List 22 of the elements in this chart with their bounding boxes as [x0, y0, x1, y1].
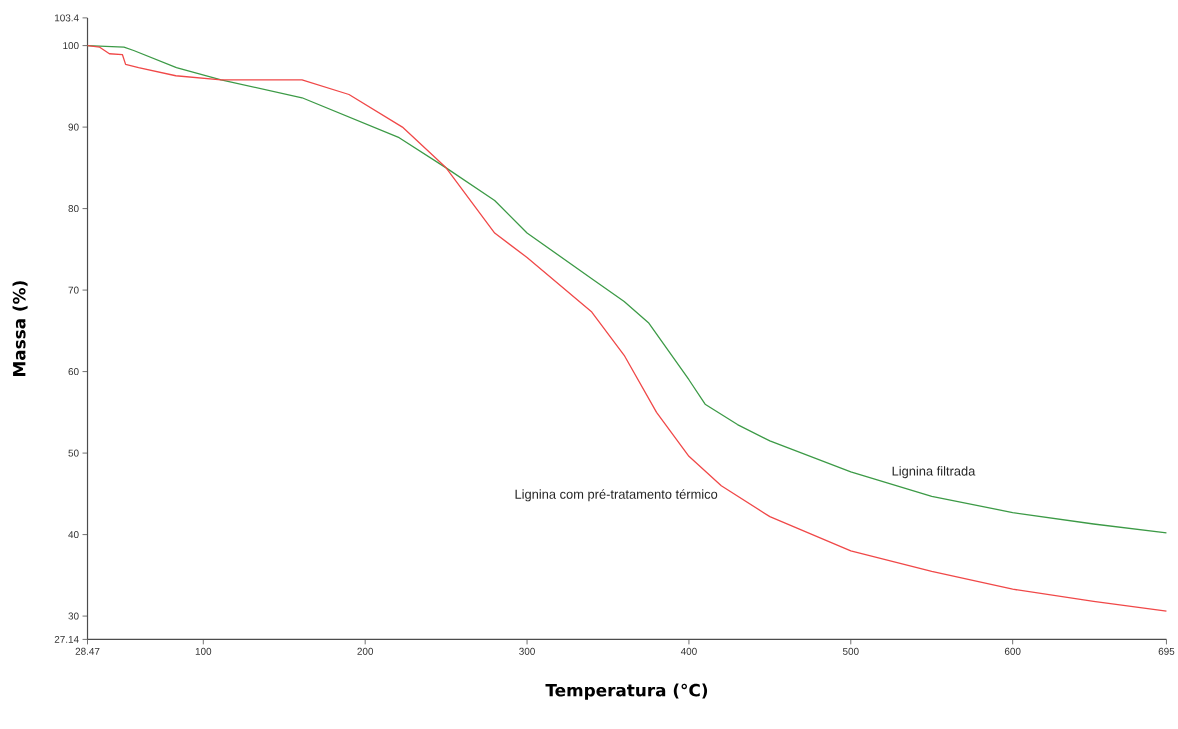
- y-tick-label: 103.4: [55, 14, 79, 22]
- y-tick-label: 27.14: [54, 635, 79, 643]
- x-tick-label: 28.47: [75, 647, 100, 655]
- x-tick-label: 695: [1158, 647, 1175, 655]
- y-tick-label: 40: [68, 531, 79, 539]
- y-tick-label: 30: [68, 612, 79, 620]
- y-tick-label: 60: [68, 368, 79, 376]
- x-tick-label: 600: [1004, 647, 1021, 655]
- x-tick-label: 200: [357, 647, 374, 655]
- x-tick-label: 500: [842, 647, 859, 655]
- x-axis-title: Temperatura (°C): [545, 683, 708, 700]
- x-tick-label: 300: [519, 647, 535, 655]
- y-tick-label: 100: [63, 42, 79, 50]
- y-axis-title: Massa (%): [12, 281, 28, 376]
- y-tick-label: 90: [68, 123, 79, 131]
- y-tick-label: 70: [68, 286, 79, 294]
- series-label: Lignina filtrada: [892, 466, 976, 479]
- series-label: Lignina com pré-tratamento térmico: [515, 489, 718, 502]
- x-tick-label: 100: [195, 647, 212, 655]
- y-tick-label: 50: [68, 449, 79, 457]
- y-tick-label: 80: [68, 205, 79, 213]
- x-tick-label: 400: [680, 647, 697, 655]
